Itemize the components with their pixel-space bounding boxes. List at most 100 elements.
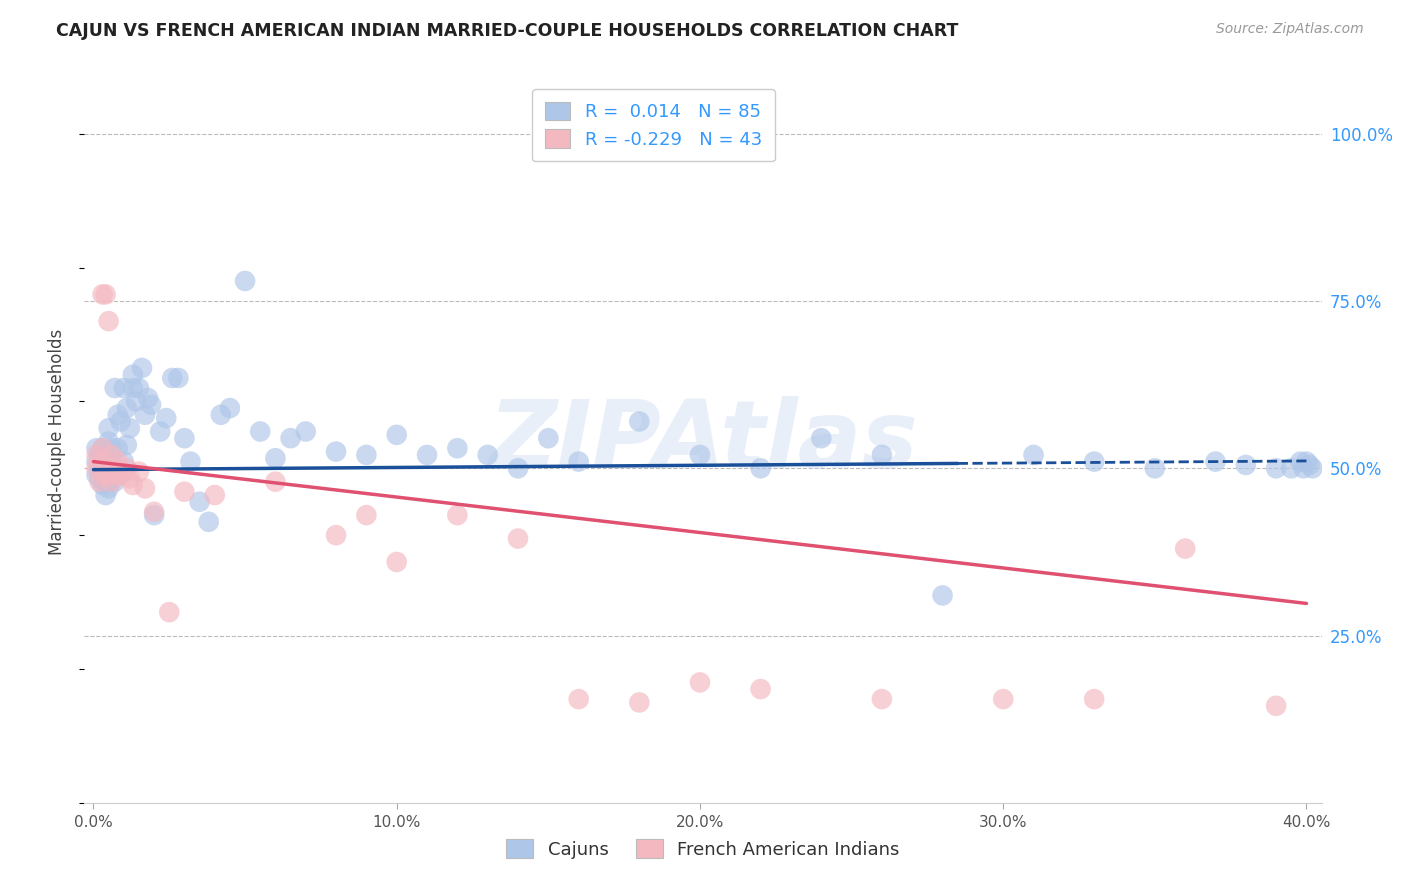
Point	[568, 692, 591, 706]
Point	[325, 528, 347, 542]
Point	[1279, 461, 1302, 475]
Point	[197, 515, 219, 529]
Point	[86, 467, 108, 482]
Point	[385, 555, 408, 569]
Point	[204, 488, 226, 502]
Point	[233, 274, 256, 288]
Point	[97, 421, 120, 435]
Point	[1174, 541, 1197, 556]
Point	[134, 482, 156, 496]
Point	[100, 442, 122, 455]
Point	[506, 532, 529, 546]
Point	[179, 455, 201, 469]
Point	[91, 467, 114, 482]
Point	[118, 421, 141, 435]
Point	[97, 482, 120, 496]
Point	[446, 508, 468, 523]
Point	[115, 401, 138, 416]
Point	[209, 408, 232, 422]
Point	[356, 448, 378, 462]
Y-axis label: Married-couple Households: Married-couple Households	[48, 328, 66, 555]
Text: Source: ZipAtlas.com: Source: ZipAtlas.com	[1216, 22, 1364, 37]
Point	[870, 448, 893, 462]
Point	[749, 461, 772, 475]
Point	[107, 442, 129, 455]
Point	[810, 431, 832, 445]
Point	[97, 467, 120, 482]
Point	[104, 465, 127, 479]
Point	[188, 494, 211, 508]
Point	[94, 475, 117, 489]
Point	[1295, 455, 1317, 469]
Point	[1234, 458, 1257, 472]
Point	[122, 381, 145, 395]
Point	[100, 448, 122, 462]
Point	[325, 444, 347, 458]
Point	[89, 455, 111, 469]
Point	[91, 442, 114, 455]
Point	[97, 314, 120, 328]
Point	[89, 471, 111, 485]
Point	[91, 478, 114, 492]
Point	[118, 471, 141, 485]
Point	[112, 465, 135, 479]
Point	[294, 425, 316, 439]
Legend: Cajuns, French American Indians: Cajuns, French American Indians	[499, 832, 907, 866]
Point	[506, 461, 529, 475]
Point	[143, 505, 166, 519]
Point	[94, 287, 117, 301]
Point	[264, 451, 287, 466]
Point	[1298, 458, 1320, 472]
Point	[104, 467, 127, 482]
Point	[149, 425, 172, 439]
Point	[993, 692, 1015, 706]
Point	[689, 675, 711, 690]
Point	[1265, 698, 1288, 713]
Point	[173, 431, 195, 445]
Point	[749, 681, 772, 696]
Point	[104, 461, 127, 475]
Point	[91, 455, 114, 469]
Point	[100, 458, 122, 472]
Point	[91, 465, 114, 479]
Point	[280, 431, 302, 445]
Point	[1292, 461, 1315, 475]
Point	[1143, 461, 1166, 475]
Point	[89, 448, 111, 462]
Point	[86, 461, 108, 475]
Point	[100, 475, 122, 489]
Point	[86, 455, 108, 469]
Point	[356, 508, 378, 523]
Point	[139, 398, 162, 412]
Point	[128, 381, 150, 395]
Point	[91, 287, 114, 301]
Point	[173, 484, 195, 499]
Point	[1205, 455, 1227, 469]
Point	[107, 455, 129, 469]
Point	[125, 394, 148, 409]
Point	[128, 465, 150, 479]
Point	[446, 442, 468, 455]
Point	[110, 465, 132, 479]
Point	[477, 448, 499, 462]
Point	[249, 425, 271, 439]
Text: ZIPAtlas: ZIPAtlas	[488, 395, 918, 488]
Point	[385, 427, 408, 442]
Point	[134, 408, 156, 422]
Point	[94, 461, 117, 475]
Point	[97, 467, 120, 482]
Point	[86, 448, 108, 462]
Point	[931, 589, 953, 603]
Point	[110, 414, 132, 429]
Point	[628, 696, 651, 710]
Point	[416, 448, 439, 462]
Point	[112, 455, 135, 469]
Point	[628, 414, 651, 429]
Point	[689, 448, 711, 462]
Point	[1302, 461, 1324, 475]
Point	[97, 434, 120, 449]
Point	[110, 467, 132, 482]
Point	[131, 361, 153, 376]
Point	[112, 381, 135, 395]
Point	[1022, 448, 1045, 462]
